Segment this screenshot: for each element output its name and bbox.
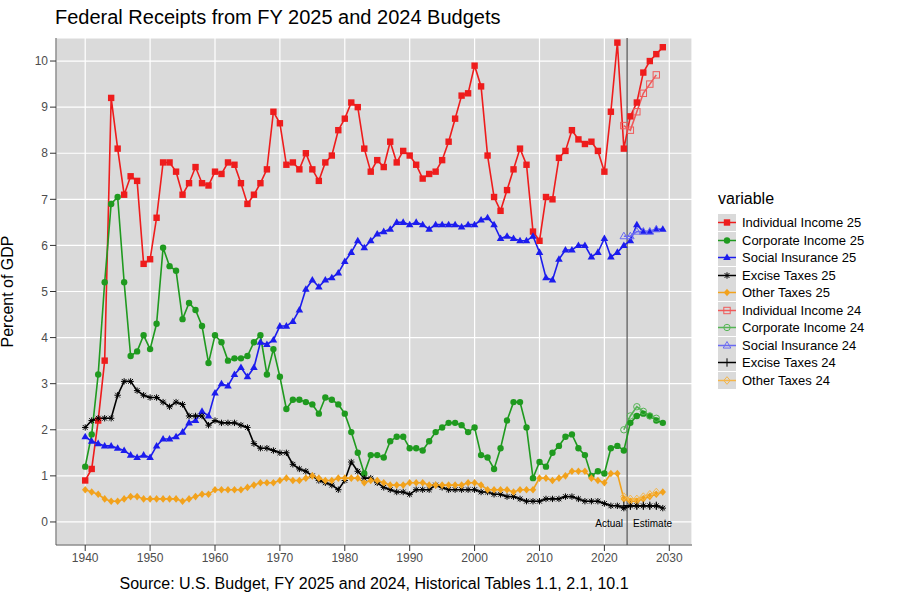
svg-text:9: 9	[41, 100, 48, 114]
svg-text:6: 6	[41, 239, 48, 253]
svg-text:1990: 1990	[396, 551, 423, 565]
svg-text:Estimate: Estimate	[633, 518, 672, 529]
svg-text:2030: 2030	[656, 551, 683, 565]
svg-text:2020: 2020	[591, 551, 618, 565]
html-text:Other Taxes 24: Other Taxes 24	[742, 372, 830, 388]
html-text:Other Taxes 25: Other Taxes 25	[742, 285, 830, 301]
html-text:Excise Taxes 25: Excise Taxes 25	[742, 267, 836, 283]
svg-text:2: 2	[41, 423, 48, 437]
html-text:Corporate Income 25: Corporate Income 25	[742, 232, 865, 248]
svg-text:10: 10	[35, 54, 49, 68]
svg-text:1960: 1960	[202, 551, 229, 565]
svg-text:1940: 1940	[72, 551, 99, 565]
svg-text:2000: 2000	[461, 551, 488, 565]
svg-text:Source: U.S. Budget, FY 2025 a: Source: U.S. Budget, FY 2025 and 2024, H…	[119, 575, 628, 592]
svg-text:1: 1	[41, 469, 48, 483]
svg-text:5: 5	[41, 285, 48, 299]
svg-text:7: 7	[41, 193, 48, 207]
html-text:Corporate Income 24: Corporate Income 24	[742, 320, 865, 336]
svg-text:0: 0	[41, 515, 48, 529]
html-text:Federal Receipts from FY 2025: Federal Receipts from FY 2025 and 2024 B…	[55, 6, 501, 28]
html-text:Excise Taxes 24: Excise Taxes 24	[742, 355, 836, 371]
html-text:variable: variable	[718, 190, 774, 207]
svg-text:Actual: Actual	[595, 518, 623, 529]
svg-text:8: 8	[41, 146, 48, 160]
html-text:Individual Income 25: Individual Income 25	[742, 215, 862, 231]
svg-text:3: 3	[41, 377, 48, 391]
html-text:Individual Income 24: Individual Income 24	[742, 302, 862, 318]
svg-text:1950: 1950	[137, 551, 164, 565]
html-text:Social Insurance 25: Social Insurance 25	[742, 250, 857, 266]
svg-text:1980: 1980	[331, 551, 358, 565]
svg-text:1970: 1970	[267, 551, 294, 565]
html-text:Social Insurance 24: Social Insurance 24	[742, 337, 857, 353]
svg-text:4: 4	[41, 331, 48, 345]
svg-text:Percent of GDP: Percent of GDP	[8, 235, 16, 347]
svg-text:2010: 2010	[526, 551, 553, 565]
